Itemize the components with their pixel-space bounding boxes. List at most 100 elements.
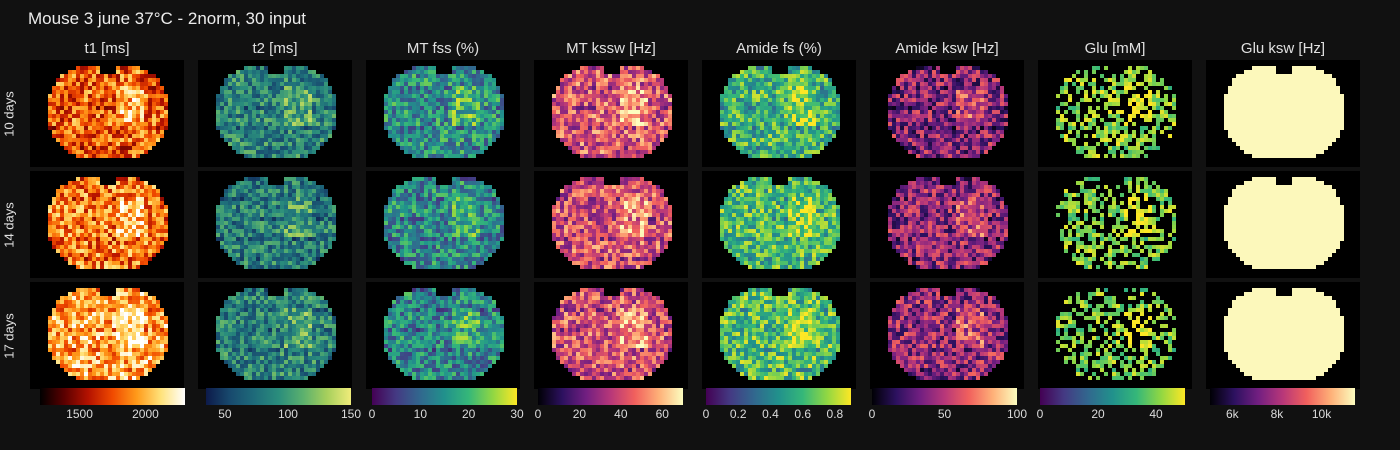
heatmap-cell — [1068, 106, 1072, 110]
heatmap-cell — [920, 154, 924, 158]
heatmap-cell — [980, 102, 984, 106]
heatmap-cell — [888, 98, 892, 102]
heatmap-cell — [124, 94, 128, 98]
heatmap-cell — [1256, 134, 1260, 138]
heatmap-cell — [128, 78, 132, 82]
heatmap-cell — [124, 225, 128, 229]
heatmap-cell — [412, 78, 416, 82]
heatmap-cell — [292, 126, 296, 130]
heatmap-cell — [924, 70, 928, 74]
heatmap-cell — [740, 142, 744, 146]
heatmap-cell — [740, 138, 744, 142]
heatmap-cell — [1100, 90, 1104, 94]
heatmap-cell — [432, 130, 436, 134]
heatmap-cell — [120, 126, 124, 130]
heatmap-cell — [1260, 66, 1264, 70]
heatmap-cell — [56, 225, 60, 229]
heatmap-cell — [432, 138, 436, 142]
heatmap-cell — [404, 138, 408, 142]
heatmap-cell — [500, 94, 504, 98]
heatmap-cell — [1228, 130, 1232, 134]
heatmap-cell — [644, 142, 648, 146]
heatmap-cell — [80, 217, 84, 221]
heatmap-cell — [468, 98, 472, 102]
heatmap-cell — [132, 110, 136, 114]
heatmap-cell — [1056, 122, 1060, 126]
heatmap-cell — [908, 82, 912, 86]
heatmap-cell — [456, 94, 460, 98]
heatmap-cell — [116, 142, 120, 146]
heatmap-cell — [276, 138, 280, 142]
heatmap-cell — [1288, 134, 1292, 138]
heatmap-cell — [828, 82, 832, 86]
heatmap-cell — [440, 130, 444, 134]
heatmap-cell — [432, 102, 436, 106]
heatmap-cell — [648, 126, 652, 130]
heatmap-cell — [428, 138, 432, 142]
heatmap-cell — [648, 98, 652, 102]
heatmap-cell — [796, 130, 800, 134]
heatmap-cell — [264, 114, 268, 118]
heatmap-cell — [112, 78, 116, 82]
heatmap-cell — [428, 126, 432, 130]
heatmap-cell — [244, 126, 248, 130]
heatmap-cell — [572, 114, 576, 118]
heatmap-cell — [104, 94, 108, 98]
heatmap-cell — [396, 114, 400, 118]
heatmap-cell — [1292, 138, 1296, 142]
heatmap-cell — [236, 110, 240, 114]
heatmap-cell — [1292, 82, 1296, 86]
heatmap-cell — [1248, 78, 1252, 82]
heatmap-cell — [960, 130, 964, 134]
heatmap-cell — [88, 201, 92, 205]
heatmap-cell — [1096, 98, 1100, 102]
heatmap-cell — [1132, 86, 1136, 90]
heatmap-cell — [308, 78, 312, 82]
heatmap-cell — [772, 98, 776, 102]
heatmap-cell — [904, 106, 908, 110]
heatmap-cell — [728, 82, 732, 86]
heatmap-cell — [1124, 126, 1128, 130]
heatmap-cell — [1076, 150, 1080, 154]
heatmap-cell — [408, 74, 412, 78]
heatmap-cell — [236, 150, 240, 154]
heatmap-cell — [124, 201, 128, 205]
heatmap-cell — [580, 114, 584, 118]
heatmap-cell — [64, 241, 68, 245]
heatmap-cell — [84, 146, 88, 150]
heatmap-cell — [580, 110, 584, 114]
heatmap-cell — [572, 74, 576, 78]
heatmap-cell — [440, 110, 444, 114]
heatmap-cell — [1000, 106, 1004, 110]
heatmap-cell — [56, 241, 60, 245]
heatmap-cell — [824, 134, 828, 138]
heatmap-cell — [452, 154, 456, 158]
heatmap-cell — [1252, 110, 1256, 114]
heatmap-cell — [244, 114, 248, 118]
heatmap-cell — [156, 229, 160, 233]
heatmap-cell — [424, 146, 428, 150]
heatmap-cell — [264, 122, 268, 126]
heatmap-cell — [432, 74, 436, 78]
heatmap-cell — [112, 86, 116, 90]
heatmap-cell — [284, 66, 288, 70]
heatmap-cell — [292, 66, 296, 70]
heatmap-cell — [824, 106, 828, 110]
heatmap-cell — [272, 122, 276, 126]
heatmap-cell — [248, 126, 252, 130]
heatmap-cell — [1296, 126, 1300, 130]
heatmap-cell — [1132, 146, 1136, 150]
heatmap-cell — [92, 118, 96, 122]
heatmap-cell — [1256, 138, 1260, 142]
heatmap-cell — [588, 86, 592, 90]
heatmap-cell — [484, 114, 488, 118]
heatmap-cell — [84, 74, 88, 78]
heatmap-cell — [1268, 114, 1272, 118]
heatmap-cell — [1316, 138, 1320, 142]
heatmap-cell — [1280, 106, 1284, 110]
heatmap-cell — [244, 122, 248, 126]
heatmap-cell — [96, 102, 100, 106]
heatmap-cell — [1240, 126, 1244, 130]
heatmap-cell — [284, 98, 288, 102]
heatmap-cell — [928, 86, 932, 90]
